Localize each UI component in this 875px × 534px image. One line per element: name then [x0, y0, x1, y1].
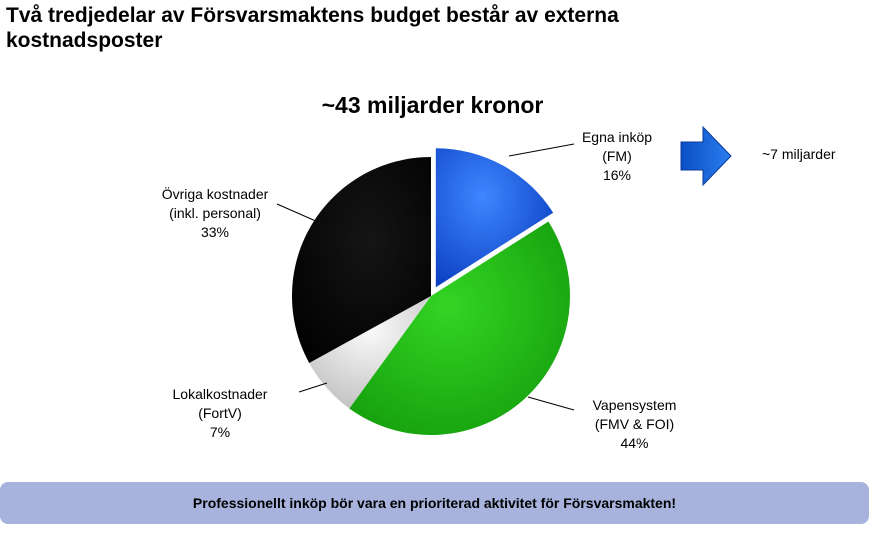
chart-title: ~43 miljarder kronor [321, 92, 544, 118]
bottom-banner: Professionellt inköp bör vara en priorit… [0, 482, 869, 524]
slice-label-vapen: Vapensystem (FMV & FOI) 44% [592, 397, 677, 451]
slice-label-ovriga: Övriga kostnader (inkl. personal) 33% [161, 186, 269, 240]
pie-slice-lokal [309, 296, 431, 409]
leader-line-lokal [298, 382, 328, 393]
leader-line-vapen [527, 396, 575, 411]
leader-line-ovriga [276, 203, 319, 223]
slice-label-lokal: Lokalkostnader (FortV) 7% [172, 386, 268, 440]
banner-text: Professionellt inköp bör vara en priorit… [192, 495, 677, 511]
leader-line-egna [508, 143, 575, 157]
pie-slice-egna [435, 148, 554, 288]
pie-slice-vapen [349, 221, 570, 435]
pie-slice-ovriga [291, 157, 431, 363]
slice-label-egna: Egna inköp (FM) 16% [581, 129, 653, 183]
arrow-right-icon [680, 125, 732, 187]
slide-title: Två tredjedelar av Försvarsmaktens budge… [6, 4, 619, 52]
arrow-note: ~7 miljarder [762, 146, 836, 162]
